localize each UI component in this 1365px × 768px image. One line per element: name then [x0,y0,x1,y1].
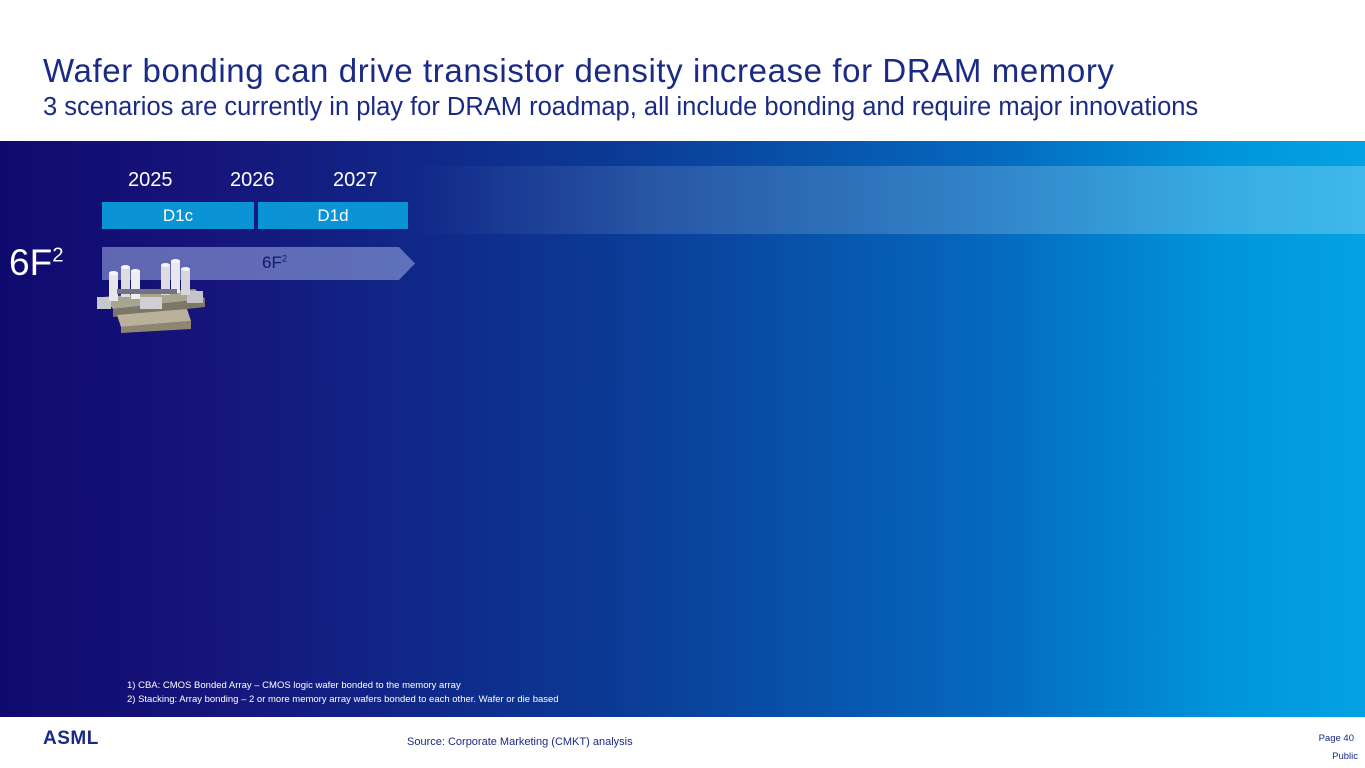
asml-logo: ASML [43,728,99,749]
year-2027: 2027 [333,169,378,191]
node-d1c: D1c [102,202,254,229]
page-number: Page 40 [1318,733,1354,744]
timeline-band [410,166,1365,234]
dram-cell-3d-icon [97,259,205,333]
scenario-label: 6F2 [9,242,64,283]
node-d1d: D1d [258,202,408,229]
year-2026: 2026 [230,169,275,191]
footnote-1: 1) CBA: CMOS Bonded Array – CMOS logic w… [127,680,461,691]
slide-subtitle: 3 scenarios are currently in play for DR… [43,93,1199,121]
roadmap-panel: 2025 2026 2027 D1c D1d 6F2 6F2 1) CBA: C… [0,141,1365,717]
scenario-arrow [102,247,415,280]
year-2025: 2025 [128,169,173,191]
footnote-2: 2) Stacking: Array bonding – 2 or more m… [127,694,559,705]
source-note: Source: Corporate Marketing (CMKT) analy… [407,736,633,748]
scenario-arrow-label: 6F2 [262,253,288,272]
slide-title: Wafer bonding can drive transistor densi… [43,52,1115,89]
classification-label: Public [1332,751,1358,762]
